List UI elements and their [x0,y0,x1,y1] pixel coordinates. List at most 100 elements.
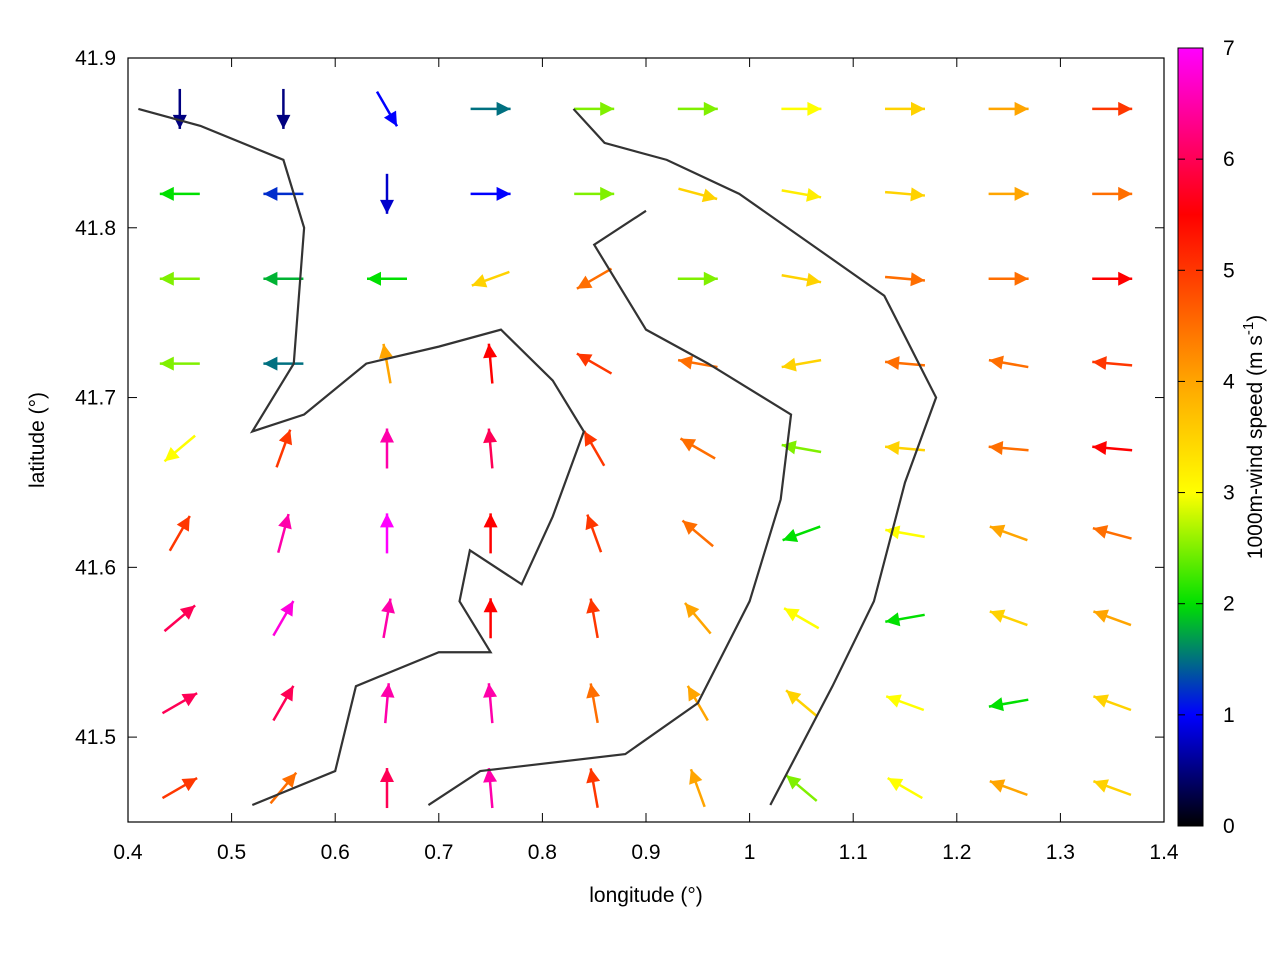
arrow-head [483,768,498,783]
wind-arrow [159,186,200,201]
wind-arrow [470,186,511,201]
arrow-head [1093,609,1109,623]
arrow-head [584,431,598,447]
wind-arrow [381,598,395,639]
colorbar-label: 1000m-wind speed (m s-1) [1240,315,1267,559]
terrain-contour [572,108,938,806]
wind-arrow [380,513,394,554]
wind-arrow [276,88,291,129]
wind-arrow [1092,694,1132,712]
wind-arrow [988,101,1029,116]
wind-arrow [1092,440,1133,455]
arrow-head [483,513,498,528]
arrow-head [278,514,292,530]
arrow-head [684,602,700,619]
arrow-head [781,440,797,455]
wind-arrow [988,271,1029,286]
x-tick-label: 1.1 [839,841,868,864]
x-tick-label: 0.6 [321,841,350,864]
wind-arrow [887,776,923,800]
wind-arrow [159,271,200,286]
wind-arrow [172,88,187,129]
arrow-head [885,356,900,371]
arrow-head [276,114,291,129]
arrow-head [176,516,190,532]
colorbar-tick-label: 3 [1223,482,1235,505]
wind-arrow [380,768,394,809]
arrow-head [1118,101,1133,116]
wind-arrow [576,352,613,375]
wind-arrow [483,768,498,809]
x-tick-label: 0.5 [217,841,246,864]
x-tick-label: 1 [744,841,756,864]
wind-arrow [681,519,714,548]
x-tick-label: 1.3 [1046,841,1075,864]
arrow-head [278,429,293,446]
wind-arrow [163,604,196,633]
colorbar-label-sup: -1 [1240,322,1257,335]
wind-arrow [483,513,498,554]
arrow-head [1093,694,1109,708]
wind-arrow [380,173,394,214]
wind-arrow [483,428,498,469]
arrow-head [988,355,1004,370]
arrow-head [483,683,498,698]
arrow-head [678,355,694,370]
arrow-head [989,609,1006,623]
wind-arrow [586,598,601,639]
wind-arrow [375,90,399,127]
wind-arrow [1092,271,1133,286]
colorbar-tick-label: 4 [1223,370,1235,393]
arrow-head [781,357,797,372]
colorbar-label-text: 1000m-wind speed (m s [1244,335,1267,559]
wind-arrow [272,600,295,637]
arrow-head [910,272,925,287]
wind-arrow [885,101,925,116]
arrow-head [159,271,174,286]
arrow-head [600,101,615,116]
arrow-head [280,685,294,702]
arrow-head [159,356,174,371]
arrow-head [380,768,394,783]
wind-arrow [785,774,818,802]
arrow-head [380,428,394,443]
wind-arrow [380,683,395,724]
wind-arrow [277,513,292,554]
arrow-head [381,598,395,614]
arrow-head [471,274,488,288]
arrow-head [496,186,511,201]
arrow-head [483,343,498,359]
wind-arrow [159,356,200,371]
arrow-head [989,779,1006,793]
wind-arrow [1092,356,1133,371]
arrow-head [179,605,196,620]
terrain-contour [138,107,586,807]
arrow-head [784,608,800,622]
wind-arrow [483,343,498,384]
wind-arrow [163,434,196,463]
colorbar-tick-label: 2 [1223,593,1235,616]
wind-arrow [483,683,498,724]
y-tick-label: 41.6 [75,556,116,579]
wind-arrow [781,187,822,202]
wind-arrow [1092,101,1133,116]
wind-arrow [885,694,925,712]
wind-arrow [574,186,615,201]
wind-arrow [586,683,601,724]
colorbar-tick-label: 6 [1223,148,1235,171]
arrow-head [600,186,615,201]
wind-arrow [586,768,601,808]
arrow-head [807,101,822,116]
wind-arrow [683,602,712,635]
arrow-head [367,271,381,286]
arrow-head [689,769,703,785]
arrow-head [576,353,593,367]
wind-arrow [576,267,613,290]
y-tick-label: 41.7 [75,387,116,410]
arrow-head [380,513,394,528]
x-tick-label: 1.4 [1149,841,1179,864]
x-tick-label: 0.8 [528,841,557,864]
arrow-head [1118,271,1133,286]
wind-arrow [677,101,718,116]
arrow-head [782,528,799,543]
